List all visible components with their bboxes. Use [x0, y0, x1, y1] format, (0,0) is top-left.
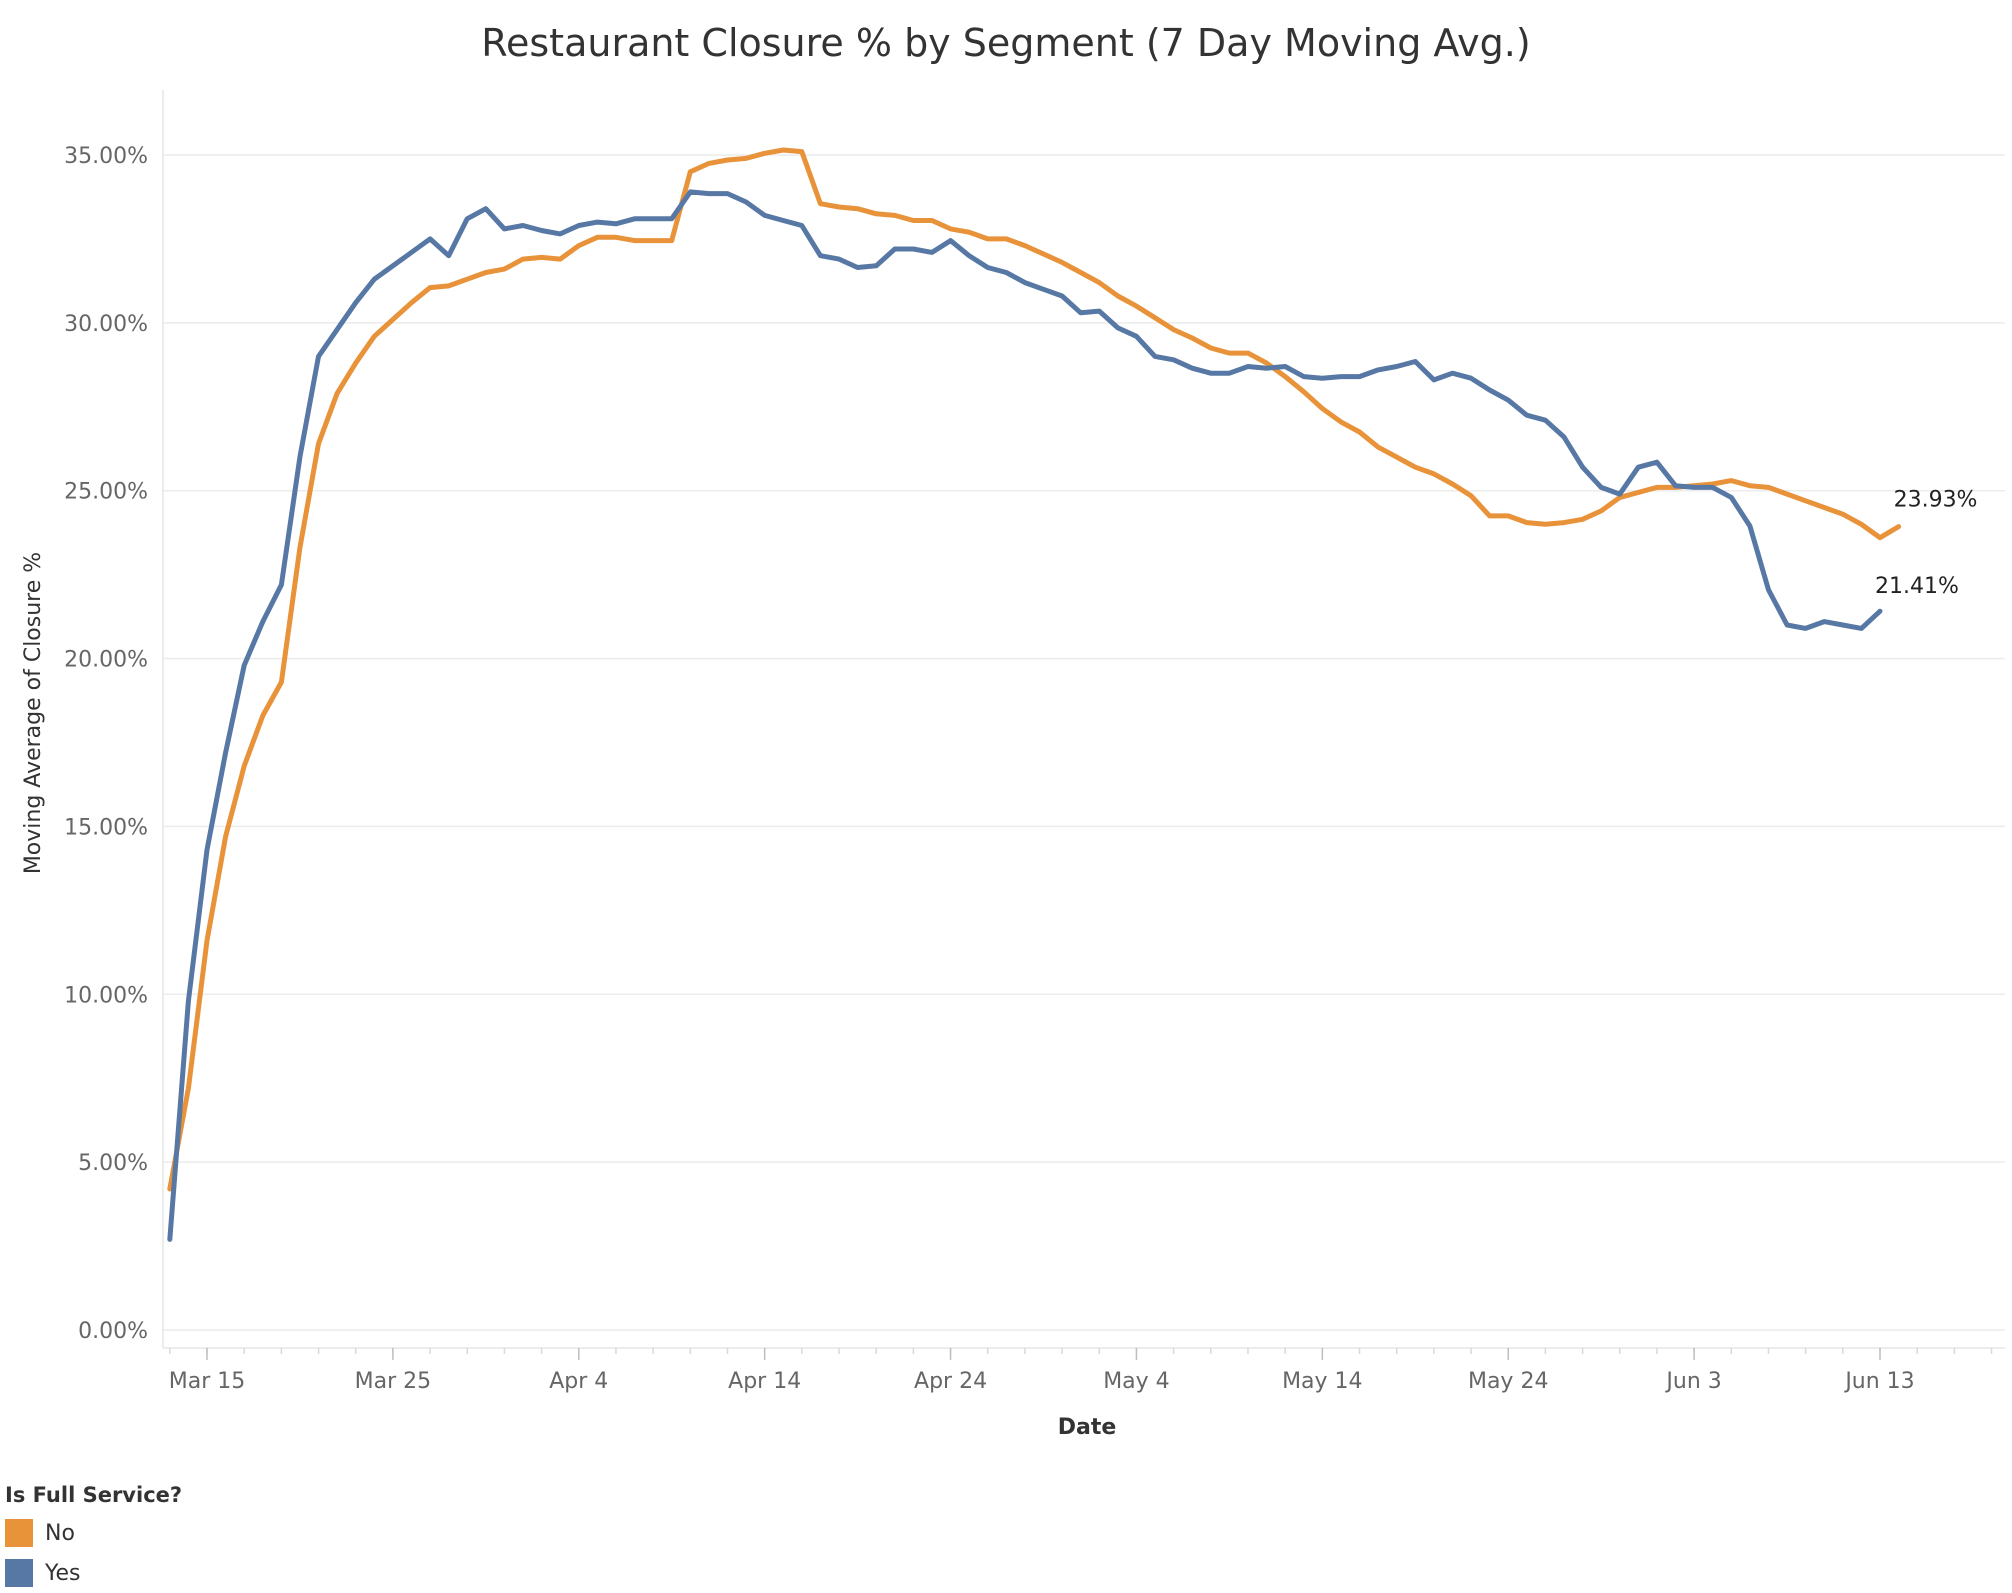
legend-swatch-yes	[5, 1559, 33, 1587]
y-tick-label: 25.00%	[64, 480, 148, 505]
end-labels: 23.93% 21.41%	[1875, 488, 1977, 600]
y-axis-ticks: 0.00% 5.00% 10.00% 15.00% 20.00% 25.00% 30.00%…	[64, 144, 148, 1344]
x-tick-label: May 14	[1282, 1369, 1362, 1394]
series-lines	[167, 147, 1902, 1242]
y-tick-label: 5.00%	[78, 1151, 148, 1176]
legend-title: Is Full Service?	[5, 1483, 183, 1507]
x-tick-label: Mar 15	[169, 1369, 246, 1394]
y-tick-label: 20.00%	[64, 648, 148, 673]
x-axis-title: Date	[1058, 1415, 1117, 1440]
x-tick-label: Jun 13	[1843, 1369, 1914, 1394]
y-axis-title: Moving Average of Closure %	[21, 552, 46, 874]
chart-title: Restaurant Closure % by Segment (7 Day M…	[481, 21, 1530, 65]
x-tick-label: May 4	[1103, 1369, 1169, 1394]
legend: Is Full Service? No Yes	[5, 1483, 182, 1593]
legend-swatch-no	[5, 1519, 33, 1547]
series-line-no[interactable]	[167, 147, 1902, 1192]
x-axis-ticks: Mar 15 Mar 25 Apr 4 Apr 14 Apr 24 May 4 May 14…	[169, 1348, 1993, 1394]
x-tick-label: Mar 25	[355, 1369, 432, 1394]
x-tick-label: May 24	[1468, 1369, 1548, 1394]
x-tick-label: Apr 24	[914, 1369, 987, 1394]
series-line-yes[interactable]	[167, 189, 1883, 1242]
y-tick-label: 10.00%	[64, 983, 148, 1008]
gridlines	[163, 154, 2005, 1331]
legend-label-yes: Yes	[45, 1560, 81, 1586]
x-tick-label: Apr 4	[549, 1369, 608, 1394]
legend-item-yes[interactable]: Yes	[5, 1553, 182, 1593]
end-label-no: 23.93%	[1894, 488, 1978, 513]
y-tick-label: 30.00%	[64, 312, 148, 337]
x-tick-label: Jun 3	[1664, 1369, 1721, 1394]
axes	[162, 90, 2005, 1349]
legend-item-no[interactable]: No	[5, 1513, 182, 1553]
y-tick-label: 35.00%	[64, 144, 148, 169]
legend-label-no: No	[45, 1520, 75, 1546]
y-tick-label: 15.00%	[64, 815, 148, 840]
x-tick-label: Apr 14	[728, 1369, 801, 1394]
end-label-yes: 21.41%	[1875, 574, 1959, 599]
y-tick-label: 0.00%	[78, 1319, 148, 1344]
